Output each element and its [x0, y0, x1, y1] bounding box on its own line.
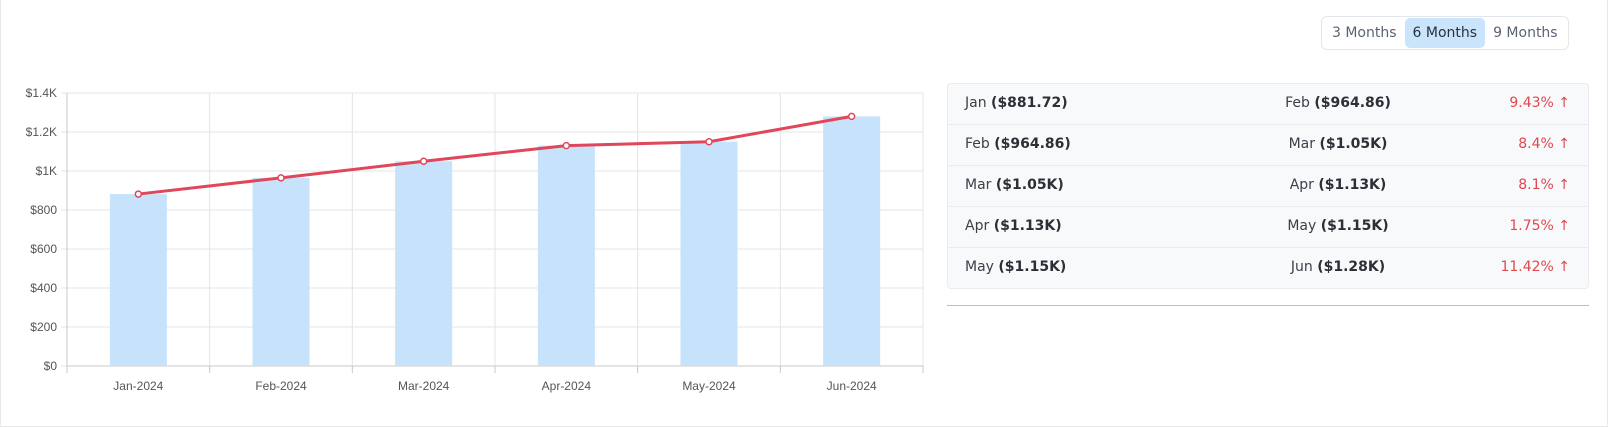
from-month-name: Feb	[965, 136, 990, 152]
to-month-value: ($964.86)	[1314, 95, 1391, 111]
revenue-chart: $0 $200 $400 $600 $800 $1K $1.2K $1.4K Jan-2024 F…	[26, 86, 924, 393]
to-month-name: Mar	[1288, 136, 1316, 152]
y-tick-label: $800	[30, 203, 57, 217]
bar	[109, 194, 167, 366]
x-tick-label: Jun-2024	[827, 379, 877, 393]
line-point	[277, 174, 285, 182]
period-3-months-button[interactable]: 3 Months	[1332, 25, 1397, 41]
y-tick-label: $400	[30, 281, 57, 295]
comparison-row: Apr ($1.13K) May ($1.15K) 1.75% ↑	[948, 207, 1588, 248]
to-month: Feb ($964.86)	[1218, 95, 1458, 111]
to-month: Mar ($1.05K)	[1218, 136, 1458, 152]
from-month: May ($1.15K)	[965, 259, 1066, 275]
line-point	[705, 138, 713, 146]
to-month-value: ($1.15K)	[1320, 218, 1389, 234]
to-month: Jun ($1.28K)	[1218, 259, 1458, 275]
y-tick-label: $1.4K	[26, 86, 57, 100]
comparison-row: Mar ($1.05K) Apr ($1.13K) 8.1% ↑	[948, 166, 1588, 207]
x-tick-label: Feb-2024	[255, 379, 307, 393]
period-6-months-button[interactable]: 6 Months	[1404, 18, 1486, 48]
from-month: Apr ($1.13K)	[965, 218, 1062, 234]
comparison-row: Jan ($881.72) Feb ($964.86) 9.43% ↑	[948, 84, 1588, 125]
to-month-name: Feb	[1285, 95, 1310, 111]
from-month-value: ($1.13K)	[993, 218, 1062, 234]
from-month: Mar ($1.05K)	[965, 177, 1064, 193]
x-tick-label: May-2024	[682, 379, 736, 393]
to-month-value: ($1.13K)	[1318, 177, 1387, 193]
from-month-value: ($881.72)	[991, 95, 1068, 111]
line-point	[134, 190, 143, 198]
comparison-row: May ($1.15K) Jun ($1.28K) 11.42% ↑	[948, 248, 1588, 288]
x-tick-label: Mar-2024	[398, 379, 450, 393]
to-month: Apr ($1.13K)	[1218, 177, 1458, 193]
from-month: Feb ($964.86)	[965, 136, 1071, 152]
line-point	[847, 112, 856, 121]
month-comparison-list: Jan ($881.72) Feb ($964.86) 9.43% ↑ Feb …	[947, 83, 1589, 289]
to-month-name: Apr	[1289, 177, 1314, 193]
y-tick-label: $200	[30, 320, 57, 334]
to-month-name: Jun	[1290, 259, 1313, 275]
y-tick-label: $0	[44, 359, 58, 373]
from-month: Jan ($881.72)	[965, 95, 1068, 111]
from-month-name: Jan	[965, 95, 987, 111]
change-percent: 9.43% ↑	[1509, 95, 1570, 111]
from-month-value: ($964.86)	[994, 136, 1071, 152]
period-9-months-button[interactable]: 9 Months	[1493, 25, 1558, 41]
from-month-name: Apr	[965, 218, 990, 234]
from-month-name: Mar	[965, 177, 992, 193]
bar	[680, 141, 738, 366]
bar	[537, 145, 595, 366]
to-month-value: ($1.28K)	[1317, 259, 1386, 275]
period-toggle: 3 Months 6 Months 9 Months	[1321, 16, 1569, 50]
comparison-row: Feb ($964.86) Mar ($1.05K) 8.4% ↑	[948, 125, 1588, 166]
line-point	[419, 157, 428, 165]
y-tick-label: $1K	[36, 164, 57, 178]
change-percent: 8.4% ↑	[1518, 136, 1570, 152]
from-month-name: May	[965, 259, 994, 275]
to-month: May ($1.15K)	[1218, 218, 1458, 234]
bar	[395, 161, 453, 366]
change-percent: 1.75% ↑	[1509, 218, 1570, 234]
bar	[252, 177, 310, 366]
from-month-value: ($1.05K)	[995, 177, 1064, 193]
x-tick-label: Jan-2024	[113, 379, 163, 393]
x-tick-label: Apr-2024	[542, 379, 592, 393]
from-month-value: ($1.15K)	[998, 259, 1067, 275]
change-percent: 8.1% ↑	[1518, 177, 1570, 193]
y-tick-label: $600	[30, 242, 57, 256]
trend-line	[138, 114, 852, 196]
change-percent: 11.42% ↑	[1500, 259, 1570, 275]
y-tick-label: $1.2K	[26, 125, 57, 139]
line-point	[562, 141, 571, 150]
panel-divider	[947, 305, 1589, 306]
bar	[823, 116, 881, 367]
to-month-value: ($1.05K)	[1319, 136, 1388, 152]
to-month-name: May	[1287, 218, 1317, 234]
